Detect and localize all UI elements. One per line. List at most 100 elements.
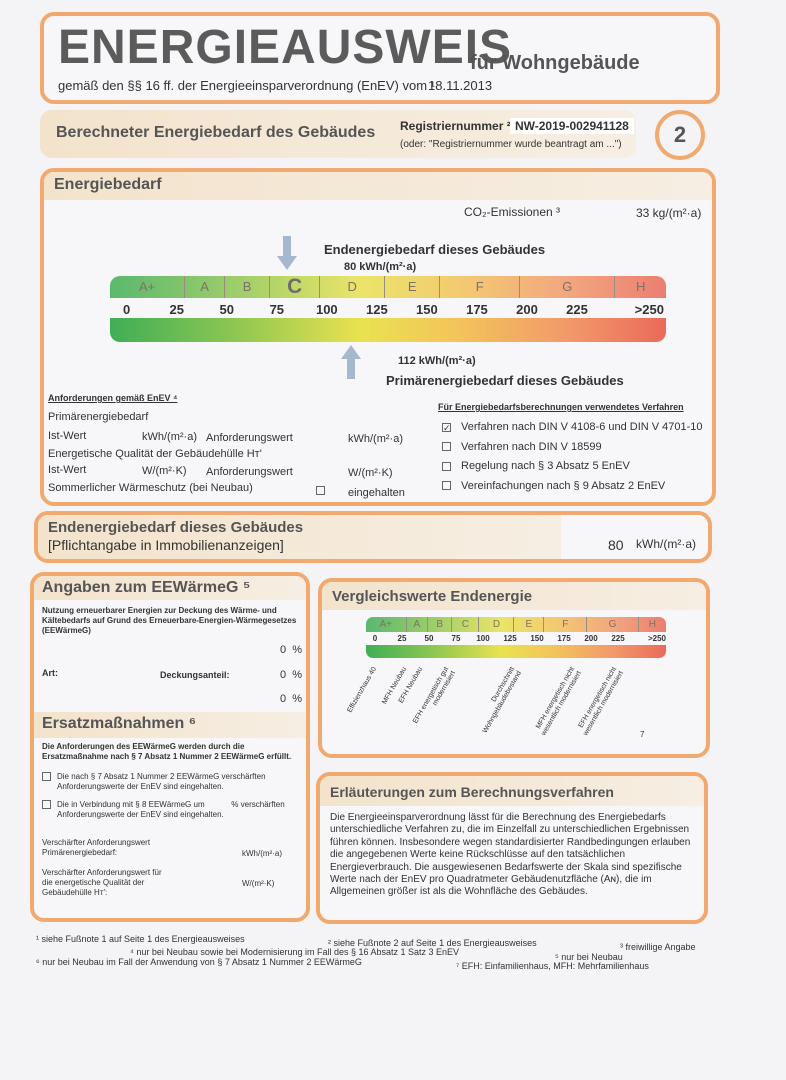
tick-label: 100 (476, 634, 490, 643)
doc-date: 18.11.2013 (428, 78, 493, 93)
erlaeuterung-box: Erläuterungen zum Berechnungsverfahren D… (316, 772, 708, 924)
primary-arrow-icon (340, 345, 361, 379)
section-title: Berechneter Energiebedarf des Gebäudes (56, 124, 376, 141)
ersatz-unit-2: W/(m²·K) (242, 879, 275, 888)
tick-label: 25 (397, 634, 407, 643)
page-number-text: 2 (673, 122, 687, 147)
class-f: F (440, 276, 521, 298)
class-aplus: A+ (110, 276, 186, 298)
deckung-value-2: 0 % (280, 669, 303, 681)
tick-label: 150 (416, 302, 438, 317)
req-summer: Sommerlicher Wärmeschutz (bei Neubau) (48, 482, 253, 494)
req-primary: Primärenergiebedarf (48, 411, 149, 423)
vergleich-title: Vergleichswerte Endenergie (332, 588, 533, 605)
checkbox-checked-icon[interactable]: ✓ (442, 422, 451, 433)
energiebedarf-title: Energiebedarf (54, 176, 162, 193)
checkbox-icon[interactable] (442, 481, 451, 491)
req-anf-2: Anforderungswert (206, 466, 293, 478)
tick-label: >250 (634, 302, 664, 317)
endenergie-header (38, 515, 561, 559)
endenergie-subtitle: [Pflichtangabe in Immobilienanzeigen] (48, 537, 284, 553)
class-c: C (270, 276, 321, 298)
deckung-value-3: 0 % (280, 693, 303, 705)
footnote-4: ⁴ nur bei Neubau sowie bei Modernisierun… (130, 947, 460, 957)
doc-title-suffix: für Wohngebäude (470, 52, 640, 74)
endenergie-title: Endenergiebedarf dieses Gebäudes (48, 519, 304, 536)
tick-label: 200 (516, 302, 538, 317)
co2-label: CO₂-Emissionen ³ (464, 205, 561, 219)
req-anf-1: Anforderungswert (206, 432, 293, 444)
tick-label: 175 (557, 634, 571, 643)
tick-label: 175 (466, 302, 488, 317)
class-h: H (635, 279, 646, 294)
methods-list: ✓ Verfahren nach DIN V 4108-6 und DIN V 4… (442, 418, 703, 496)
method-label: Verfahren nach DIN V 4108-6 und DIN V 47… (461, 421, 703, 433)
reference-label: Durchschnitt Wohngebäudebestand (481, 666, 523, 735)
checkbox-icon[interactable] (442, 442, 451, 452)
ersatz-option-2[interactable]: Die in Verbindung mit § 8 EEWärmeG um % … (42, 800, 302, 820)
tick-label: 75 (451, 634, 461, 643)
primary-title: Primärenergiebedarf dieses Gebäudes (386, 373, 624, 388)
vergleich-box: Vergleichswerte Endenergie A+ A B C D E F G H 7 … (318, 578, 710, 758)
ersatz-option-2-label: Die in Verbindung mit § 8 EEWärmeG um % … (57, 800, 287, 819)
gradient-bar (110, 318, 666, 342)
req-unit-1: kWh/(m²·a) (142, 431, 197, 443)
footnote-7: ⁷ EFH: Einfamilienhaus, MFH: Mehrfamilie… (456, 961, 649, 971)
reg-note: (oder: "Registriernummer wurde beantragt… (400, 139, 622, 150)
eewaermeg-header (34, 576, 306, 600)
ersatz-header (34, 712, 306, 738)
method-label: Regelung nach § 3 Absatz 5 EnEV (461, 460, 630, 472)
ersatz-option-1-label: Die nach § 7 Absatz 1 Nummer 2 EEWärmeG … (57, 772, 266, 791)
erlaeuterung-text: Die Energieeinsparverordnung lässt für d… (330, 812, 691, 898)
class-aplus: A+ (366, 617, 407, 632)
tick-label: 125 (503, 634, 517, 643)
eewaermeg-desc: Nutzung erneuerbarer Energien zur Deckun… (42, 606, 297, 635)
ersatz-desc: Die Anforderungen des EEWärmeG werden du… (42, 742, 292, 761)
req-unit-3: W/(m²·K) (142, 465, 187, 477)
req-ist-2: Ist-Wert (48, 464, 87, 476)
class-d: D (320, 276, 386, 298)
class-g: G (520, 276, 616, 298)
small-gradient-bar (366, 645, 666, 658)
footnote-6: ⁶ nur bei Neubau im Fall der Anwendung v… (36, 957, 362, 967)
class-a: A (407, 617, 429, 632)
end-value: 80 kWh/(m²·a) (344, 261, 417, 273)
ersatz-option-1[interactable]: Die nach § 7 Absatz 1 Nummer 2 EEWärmeG … (42, 772, 302, 792)
method-option[interactable]: ✓ Verfahren nach DIN V 4108-6 und DIN V 4… (442, 418, 703, 438)
tick-label: 225 (566, 302, 588, 317)
tick-label: 50 (219, 302, 234, 317)
req-title: Anforderungen gemäß EnEV ⁴ (48, 393, 178, 403)
class-b: B (225, 276, 271, 298)
method-option[interactable]: Verfahren nach DIN V 18599 (442, 438, 703, 458)
ersatz-req-2: Verschärfter Anforderungswert für die en… (42, 868, 162, 897)
method-option[interactable]: Vereinfachungen nach § 9 Absatz 2 EnEV (442, 477, 703, 497)
tick-label: 75 (269, 302, 285, 317)
method-label: Vereinfachungen nach § 9 Absatz 2 EnEV (461, 479, 666, 492)
ersatz-title: Ersatzmaßnahmen ⁶ (42, 715, 197, 732)
energiebedarf-box: Energiebedarf CO₂-Emissionen ³ 33 kg/(m²… (40, 168, 716, 506)
summer-checkbox[interactable] (316, 484, 335, 496)
method-option[interactable]: Regelung nach § 3 Absatz 5 EnEV (442, 457, 703, 477)
class-a: A (185, 276, 226, 298)
class-c: C (452, 617, 480, 632)
end-arrow-icon (276, 236, 297, 270)
small-class-bar: A+ A B C D E F G H (366, 617, 666, 632)
end-title: Endenergiebedarf dieses Gebäudes (324, 242, 546, 257)
req-envelope: Energetische Qualität der Gebäudehülle H… (48, 448, 262, 460)
tick-label: 25 (169, 302, 184, 317)
tick-label: 100 (315, 302, 338, 317)
endenergie-unit: kWh/(m²·a) (636, 537, 696, 551)
deckung-value-1: 0 % (280, 644, 303, 656)
footnote-3: ³ freiwillige Angabe (620, 942, 696, 952)
doc-subtitle: gemäß den §§ 16 ff. der Energieeinsparve… (58, 78, 435, 93)
tick-label: 125 (366, 302, 388, 317)
ersatz-unit-1: kWh/(m²·a) (242, 849, 282, 858)
class-e: E (515, 617, 545, 632)
checkbox-icon[interactable] (442, 461, 451, 471)
ersatz-req-1: Verschärfter Anforderungswert Primärener… (42, 838, 151, 857)
class-b: B (428, 617, 453, 632)
class-f: F (544, 617, 588, 632)
footnote-2: ² siehe Fußnote 2 auf Seite 1 des Energi… (328, 938, 537, 948)
summer-status: eingehalten (348, 487, 405, 499)
tick-label: 50 (424, 634, 434, 643)
